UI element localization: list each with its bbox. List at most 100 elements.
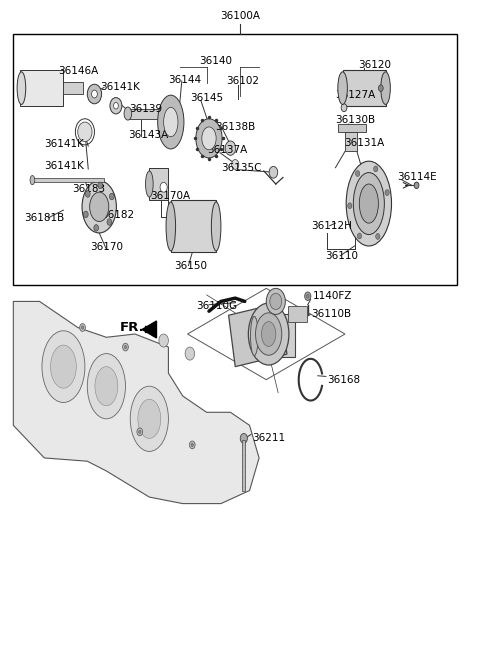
Text: 36120: 36120 (359, 60, 391, 70)
Text: 36141K: 36141K (44, 161, 84, 172)
Bar (33, 178, 104, 182)
Ellipse shape (157, 95, 184, 149)
Ellipse shape (81, 326, 84, 329)
Ellipse shape (360, 184, 378, 223)
Ellipse shape (109, 193, 114, 200)
Text: 36102: 36102 (226, 76, 259, 86)
Ellipse shape (269, 166, 278, 178)
Bar (254, 314, 295, 357)
Bar (338, 124, 366, 132)
Ellipse shape (356, 170, 360, 176)
Ellipse shape (166, 202, 176, 251)
Bar (228, 303, 287, 367)
Ellipse shape (78, 122, 92, 141)
Ellipse shape (196, 119, 222, 158)
Bar (149, 168, 168, 200)
Ellipse shape (373, 166, 378, 172)
Ellipse shape (80, 324, 85, 331)
Text: 36182: 36182 (102, 210, 135, 220)
Text: 36140: 36140 (200, 56, 233, 66)
Ellipse shape (87, 84, 102, 103)
Ellipse shape (225, 141, 236, 155)
Ellipse shape (191, 443, 193, 447)
Text: 36100A: 36100A (220, 11, 260, 21)
Ellipse shape (98, 182, 103, 189)
Text: 36110G: 36110G (196, 301, 237, 311)
Ellipse shape (107, 219, 112, 225)
Ellipse shape (248, 303, 289, 365)
Ellipse shape (378, 85, 383, 92)
Text: 36137A: 36137A (207, 145, 248, 155)
Ellipse shape (124, 107, 132, 120)
Bar (63, 83, 83, 94)
Ellipse shape (381, 72, 390, 104)
Text: 36135C: 36135C (221, 162, 262, 173)
Text: 36183: 36183 (72, 183, 105, 194)
Bar (171, 200, 216, 252)
Ellipse shape (305, 292, 311, 301)
Ellipse shape (338, 72, 348, 104)
Ellipse shape (262, 322, 276, 346)
Ellipse shape (94, 225, 98, 231)
Text: 36181B: 36181B (24, 213, 64, 223)
Ellipse shape (414, 182, 419, 189)
Ellipse shape (90, 192, 109, 221)
Text: 36168: 36168 (327, 375, 360, 384)
Ellipse shape (357, 233, 361, 239)
Text: 36143A: 36143A (128, 130, 168, 140)
Ellipse shape (82, 181, 116, 233)
Ellipse shape (353, 173, 384, 234)
Ellipse shape (130, 386, 168, 451)
Ellipse shape (92, 90, 97, 98)
Bar (242, 440, 245, 491)
Text: 36141K: 36141K (101, 82, 141, 92)
Ellipse shape (84, 211, 88, 217)
Ellipse shape (251, 316, 258, 356)
Ellipse shape (124, 345, 127, 348)
Ellipse shape (50, 345, 76, 388)
Text: 36112H: 36112H (312, 221, 352, 231)
Ellipse shape (17, 72, 26, 104)
Text: FR.: FR. (120, 321, 144, 334)
Ellipse shape (270, 293, 282, 310)
Ellipse shape (306, 294, 309, 298)
Text: 36127A: 36127A (336, 90, 376, 100)
Ellipse shape (95, 367, 118, 405)
Bar (13, 34, 457, 285)
Ellipse shape (185, 347, 195, 360)
Text: 36131A: 36131A (344, 138, 384, 148)
Text: 36139: 36139 (129, 104, 162, 114)
Ellipse shape (240, 434, 247, 443)
Ellipse shape (211, 202, 221, 251)
Ellipse shape (85, 191, 90, 197)
Ellipse shape (164, 107, 178, 137)
Text: 36110: 36110 (325, 251, 358, 261)
Text: 36211: 36211 (252, 434, 285, 443)
Polygon shape (13, 301, 259, 504)
Ellipse shape (202, 127, 216, 150)
Text: 36146A: 36146A (58, 66, 98, 75)
Text: 36145: 36145 (190, 93, 223, 103)
Ellipse shape (160, 182, 167, 192)
Ellipse shape (145, 171, 153, 197)
Ellipse shape (114, 102, 118, 109)
Ellipse shape (341, 103, 347, 111)
Ellipse shape (87, 354, 125, 419)
Text: 36144: 36144 (168, 75, 202, 84)
Ellipse shape (42, 331, 85, 403)
Text: 36170: 36170 (90, 242, 123, 252)
Bar (128, 109, 171, 119)
Ellipse shape (376, 233, 380, 239)
Ellipse shape (137, 428, 143, 436)
Ellipse shape (110, 98, 122, 114)
Polygon shape (142, 321, 156, 338)
Text: 36150: 36150 (174, 261, 207, 271)
Text: 36110B: 36110B (312, 309, 352, 320)
Text: 36130B: 36130B (336, 115, 375, 125)
Bar (21, 70, 63, 105)
Ellipse shape (190, 441, 195, 449)
Ellipse shape (139, 430, 141, 434)
Text: 1140FZ: 1140FZ (312, 291, 352, 301)
Ellipse shape (385, 190, 389, 196)
Text: 36114E: 36114E (397, 172, 437, 183)
